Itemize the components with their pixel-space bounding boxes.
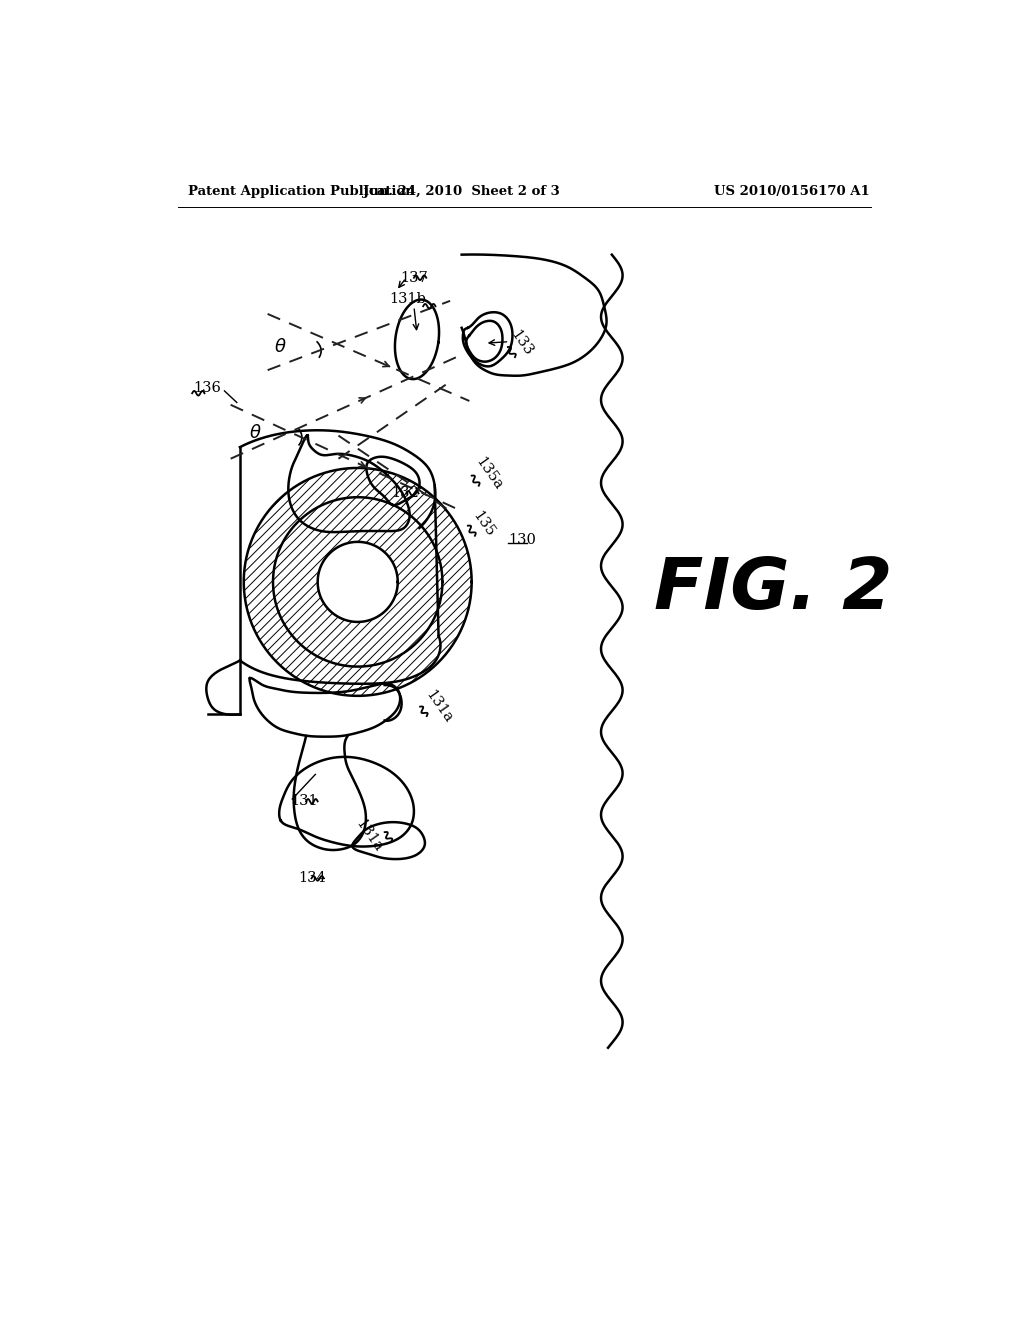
Text: 131b: 131b <box>389 292 426 306</box>
Text: 131: 131 <box>290 795 317 808</box>
Text: 135a: 135a <box>473 455 506 494</box>
Text: 131a: 131a <box>423 688 456 726</box>
Text: $\theta$: $\theta$ <box>249 424 262 442</box>
Text: US 2010/0156170 A1: US 2010/0156170 A1 <box>714 185 869 198</box>
Text: Patent Application Publication: Patent Application Publication <box>188 185 415 198</box>
Text: 135: 135 <box>469 508 497 540</box>
Text: 136: 136 <box>194 381 221 395</box>
Text: 130: 130 <box>508 532 536 546</box>
Text: 132: 132 <box>391 486 419 500</box>
Text: 131a: 131a <box>353 817 385 855</box>
Text: 137: 137 <box>400 271 428 285</box>
Text: 134: 134 <box>298 871 327 886</box>
Text: $\theta$: $\theta$ <box>274 338 287 356</box>
Text: FIG. 2: FIG. 2 <box>654 556 893 624</box>
Text: 133: 133 <box>508 327 536 359</box>
Text: Jun. 24, 2010  Sheet 2 of 3: Jun. 24, 2010 Sheet 2 of 3 <box>364 185 560 198</box>
